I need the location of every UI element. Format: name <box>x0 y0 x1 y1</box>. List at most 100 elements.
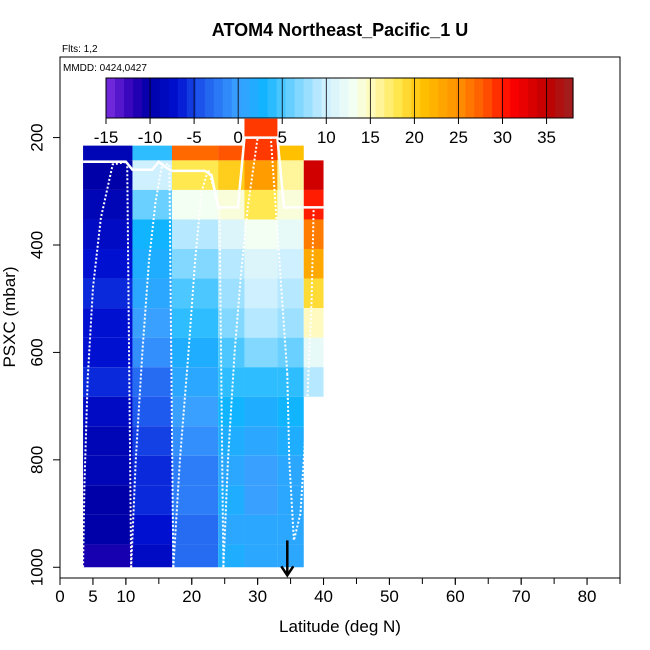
colorbar-swatch <box>429 78 439 118</box>
heat-cell <box>172 485 219 515</box>
heat-cell <box>303 367 324 397</box>
colorbar-swatch <box>141 78 152 118</box>
y-tick-label: 600 <box>27 338 46 366</box>
colorbar-tick-label: 25 <box>449 128 468 147</box>
colorbar-swatch <box>204 78 215 118</box>
colorbar-tick-label: 30 <box>493 128 512 147</box>
heat-cell <box>132 278 172 309</box>
heat-cell <box>83 278 133 309</box>
colorbar-swatch <box>465 78 475 118</box>
colorbar-swatch <box>258 78 269 118</box>
heat-cell <box>172 278 219 309</box>
heat-cell <box>172 308 219 338</box>
y-tick-label: 1000 <box>27 548 46 586</box>
colorbar-swatch <box>249 78 260 118</box>
heat-cell <box>172 219 219 250</box>
x-tick-label: 40 <box>314 587 333 606</box>
colorbar-swatch <box>420 78 430 118</box>
location-marker-arrow <box>280 540 295 578</box>
heat-cell <box>83 455 133 486</box>
heat-cell <box>132 160 172 190</box>
heat-cell <box>244 396 278 427</box>
profile-line <box>222 136 289 568</box>
heat-cell <box>218 219 245 250</box>
x-tick-label: 5 <box>88 587 97 606</box>
heat-cell <box>277 337 304 368</box>
heat-cell <box>172 367 219 397</box>
dates-subtitle: MMDD: 0424,0427 <box>63 63 147 74</box>
x-tick-label: 30 <box>248 587 267 606</box>
colorbar-tick-label: 5 <box>277 128 286 147</box>
profile-line <box>286 206 315 541</box>
colorbar-swatch <box>366 78 377 118</box>
heat-cell <box>303 337 324 368</box>
colorbar-swatch <box>510 78 520 118</box>
heat-cell <box>244 367 278 397</box>
x-tick-label: 0 <box>55 587 64 606</box>
colorbar-swatch <box>106 78 116 118</box>
colorbar-swatch <box>393 78 403 118</box>
heat-cell <box>277 219 304 250</box>
colorbar-swatch <box>555 78 565 118</box>
colorbar-swatch <box>456 78 466 118</box>
x-tick-label: 20 <box>182 587 201 606</box>
heat-cell <box>277 189 304 220</box>
colorbar-swatch <box>546 78 556 118</box>
heat-cell <box>83 514 133 545</box>
chart-title: ATOM4 Northeast_Pacific_1 U <box>212 20 468 40</box>
colorbar-swatch <box>483 78 493 118</box>
x-tick-label: 50 <box>380 587 399 606</box>
colorbar <box>105 77 574 119</box>
y-tick-label: 800 <box>27 446 46 474</box>
heat-cell <box>277 426 304 456</box>
y-axis: 200 400 600 800 1000 <box>27 123 60 586</box>
colorbar-swatch <box>438 78 448 118</box>
heat-cell <box>172 514 219 545</box>
heat-cell <box>132 514 172 545</box>
y-tick-label: 200 <box>27 123 46 151</box>
colorbar-swatch <box>411 78 421 118</box>
heat-cell <box>172 145 219 161</box>
colorbar-swatch <box>357 78 368 118</box>
colorbar-ticks: -15 -10 -5 0 5 10 15 20 25 30 35 <box>94 78 556 147</box>
heat-cell <box>83 367 133 397</box>
colorbar-swatch <box>132 78 143 118</box>
heat-cell <box>244 485 278 515</box>
colorbar-swatch <box>474 78 484 118</box>
heat-cell <box>218 145 245 161</box>
heat-cell <box>244 249 278 279</box>
heat-cell <box>172 544 219 568</box>
heat-cell <box>303 160 324 190</box>
colorbar-swatch <box>519 78 529 118</box>
heat-cell <box>132 426 172 456</box>
heat-cell <box>277 308 304 338</box>
x-tick-label: 10 <box>116 587 135 606</box>
colorbar-swatch <box>222 78 233 118</box>
heat-cell <box>277 396 304 427</box>
heat-cell <box>244 514 278 545</box>
heat-cell <box>172 426 219 456</box>
colorbar-tick-label: 15 <box>361 128 380 147</box>
x-axis: 0 5 10 20 30 40 50 60 70 80 <box>55 578 621 606</box>
heat-cell <box>83 337 133 368</box>
heat-cell <box>218 544 245 568</box>
heat-cell <box>132 308 172 338</box>
colorbar-swatch <box>384 78 394 118</box>
x-tick-label: 60 <box>446 587 465 606</box>
colorbar-swatch <box>501 78 511 118</box>
colorbar-swatch <box>447 78 457 118</box>
heat-cell <box>132 544 172 568</box>
colorbar-swatch <box>375 78 386 118</box>
heat-cell <box>132 367 172 397</box>
heat-cell <box>277 367 304 397</box>
colorbar-tick-label: -15 <box>94 128 119 147</box>
colorbar-swatch <box>123 78 134 118</box>
colorbar-swatch <box>186 78 197 118</box>
heat-cell <box>83 249 133 279</box>
heat-cell <box>132 145 172 161</box>
colorbar-swatch <box>303 78 314 118</box>
heat-cell <box>218 367 245 397</box>
x-tick-label: 80 <box>578 587 597 606</box>
heat-cell <box>132 455 172 486</box>
